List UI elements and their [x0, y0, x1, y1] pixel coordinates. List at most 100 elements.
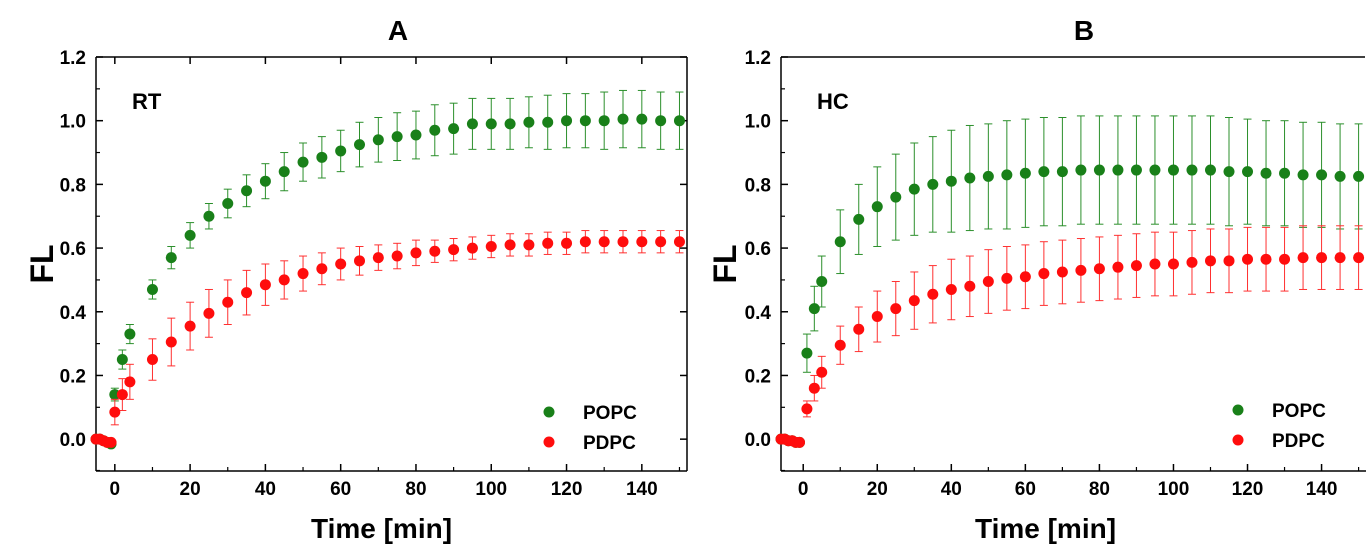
data-point [1353, 170, 1365, 182]
x-tick-label: 100 [1158, 479, 1190, 500]
data-point [890, 303, 902, 315]
data-point [1260, 253, 1272, 265]
data-point [561, 115, 573, 127]
data-point [801, 403, 813, 415]
data-point [1260, 167, 1272, 179]
data-point [523, 116, 535, 128]
data-point [165, 252, 177, 264]
y-tick-label: 1.0 [745, 112, 771, 133]
x-tick-label: 100 [475, 479, 507, 500]
data-point [617, 236, 629, 248]
data-point [1297, 169, 1309, 181]
y-tick-label: 0.2 [745, 366, 771, 387]
y-tick-label: 0.8 [745, 175, 771, 196]
condition-label: RT [132, 89, 162, 114]
data-point [1001, 169, 1013, 181]
data-point [1334, 252, 1346, 264]
data-point [109, 389, 121, 401]
data-point [598, 236, 610, 248]
data-point [259, 279, 271, 291]
data-point [203, 307, 215, 319]
data-point [1075, 164, 1087, 176]
legend-marker-popc [543, 406, 555, 418]
data-point [335, 145, 347, 157]
data-point [105, 436, 117, 448]
y-tick-label: 1.0 [60, 112, 86, 133]
data-point [1186, 256, 1198, 268]
data-point [816, 366, 828, 378]
data-point [1130, 164, 1142, 176]
series-popc [775, 115, 1365, 448]
data-point [1019, 167, 1031, 179]
data-point [794, 436, 806, 448]
data-point [927, 288, 939, 300]
data-point [429, 245, 441, 257]
x-tick-label: 40 [941, 479, 962, 500]
data-point [908, 295, 920, 307]
data-point [1186, 164, 1198, 176]
data-point [184, 320, 196, 332]
data-point [816, 276, 828, 288]
chart-panel-a: A 0.0 0.2 0.4 0.6 0.8 1.0 1.2 0 20 40 60 80 100 120 140… [24, 15, 688, 544]
x-axis-title: Time [min] [311, 513, 452, 544]
data-point [297, 156, 309, 168]
data-point [1204, 164, 1216, 176]
data-point [927, 178, 939, 190]
data-point [116, 389, 128, 401]
y-tick-label: 0.0 [745, 430, 771, 451]
data-point [673, 115, 685, 127]
data-point [335, 258, 347, 270]
data-point [372, 134, 384, 146]
data-point [316, 263, 328, 275]
data-point [982, 276, 994, 288]
y-tick-label: 0.4 [60, 303, 87, 324]
data-point [890, 191, 902, 203]
data-point [1353, 252, 1365, 264]
data-point [278, 166, 290, 178]
legend-marker-popc [1232, 404, 1244, 416]
data-point [1279, 253, 1291, 265]
panel-title: A [388, 15, 408, 46]
y-tick-label: 1.2 [60, 48, 86, 69]
series-popc [90, 89, 685, 450]
data-point [636, 113, 648, 125]
data-point [1167, 164, 1179, 176]
data-point [391, 250, 403, 262]
x-tick-label: 20 [867, 479, 888, 500]
data-point [241, 287, 253, 299]
data-point [1056, 166, 1068, 178]
x-tick-label: 60 [1015, 479, 1036, 500]
legend-label: PDPC [1272, 431, 1325, 452]
legend-label: POPC [1272, 401, 1326, 422]
data-point [1001, 272, 1013, 284]
data-point [466, 242, 478, 254]
data-point [1038, 268, 1050, 280]
data-point [1297, 252, 1309, 264]
data-point [165, 336, 177, 348]
data-point [448, 123, 460, 135]
data-point [146, 354, 158, 366]
data-point [523, 239, 535, 251]
data-point [561, 237, 573, 249]
data-point [354, 139, 366, 151]
data-point [1149, 164, 1161, 176]
data-point [1223, 255, 1235, 267]
data-point [1130, 260, 1142, 272]
data-point [1149, 258, 1161, 270]
data-point [410, 247, 422, 259]
data-point [278, 274, 290, 286]
data-point [203, 210, 215, 222]
data-point [542, 116, 554, 128]
series-pdpc [775, 225, 1365, 448]
x-tick-label: 0 [110, 479, 121, 500]
data-point [617, 113, 629, 125]
data-point [579, 115, 591, 127]
data-point [853, 213, 865, 225]
data-point [945, 175, 957, 187]
data-point [222, 296, 234, 308]
data-point [945, 283, 957, 295]
y-axis-title: FL [24, 244, 60, 283]
y-tick-label: 0.8 [60, 175, 86, 196]
data-point [116, 354, 128, 366]
data-point [1112, 164, 1124, 176]
